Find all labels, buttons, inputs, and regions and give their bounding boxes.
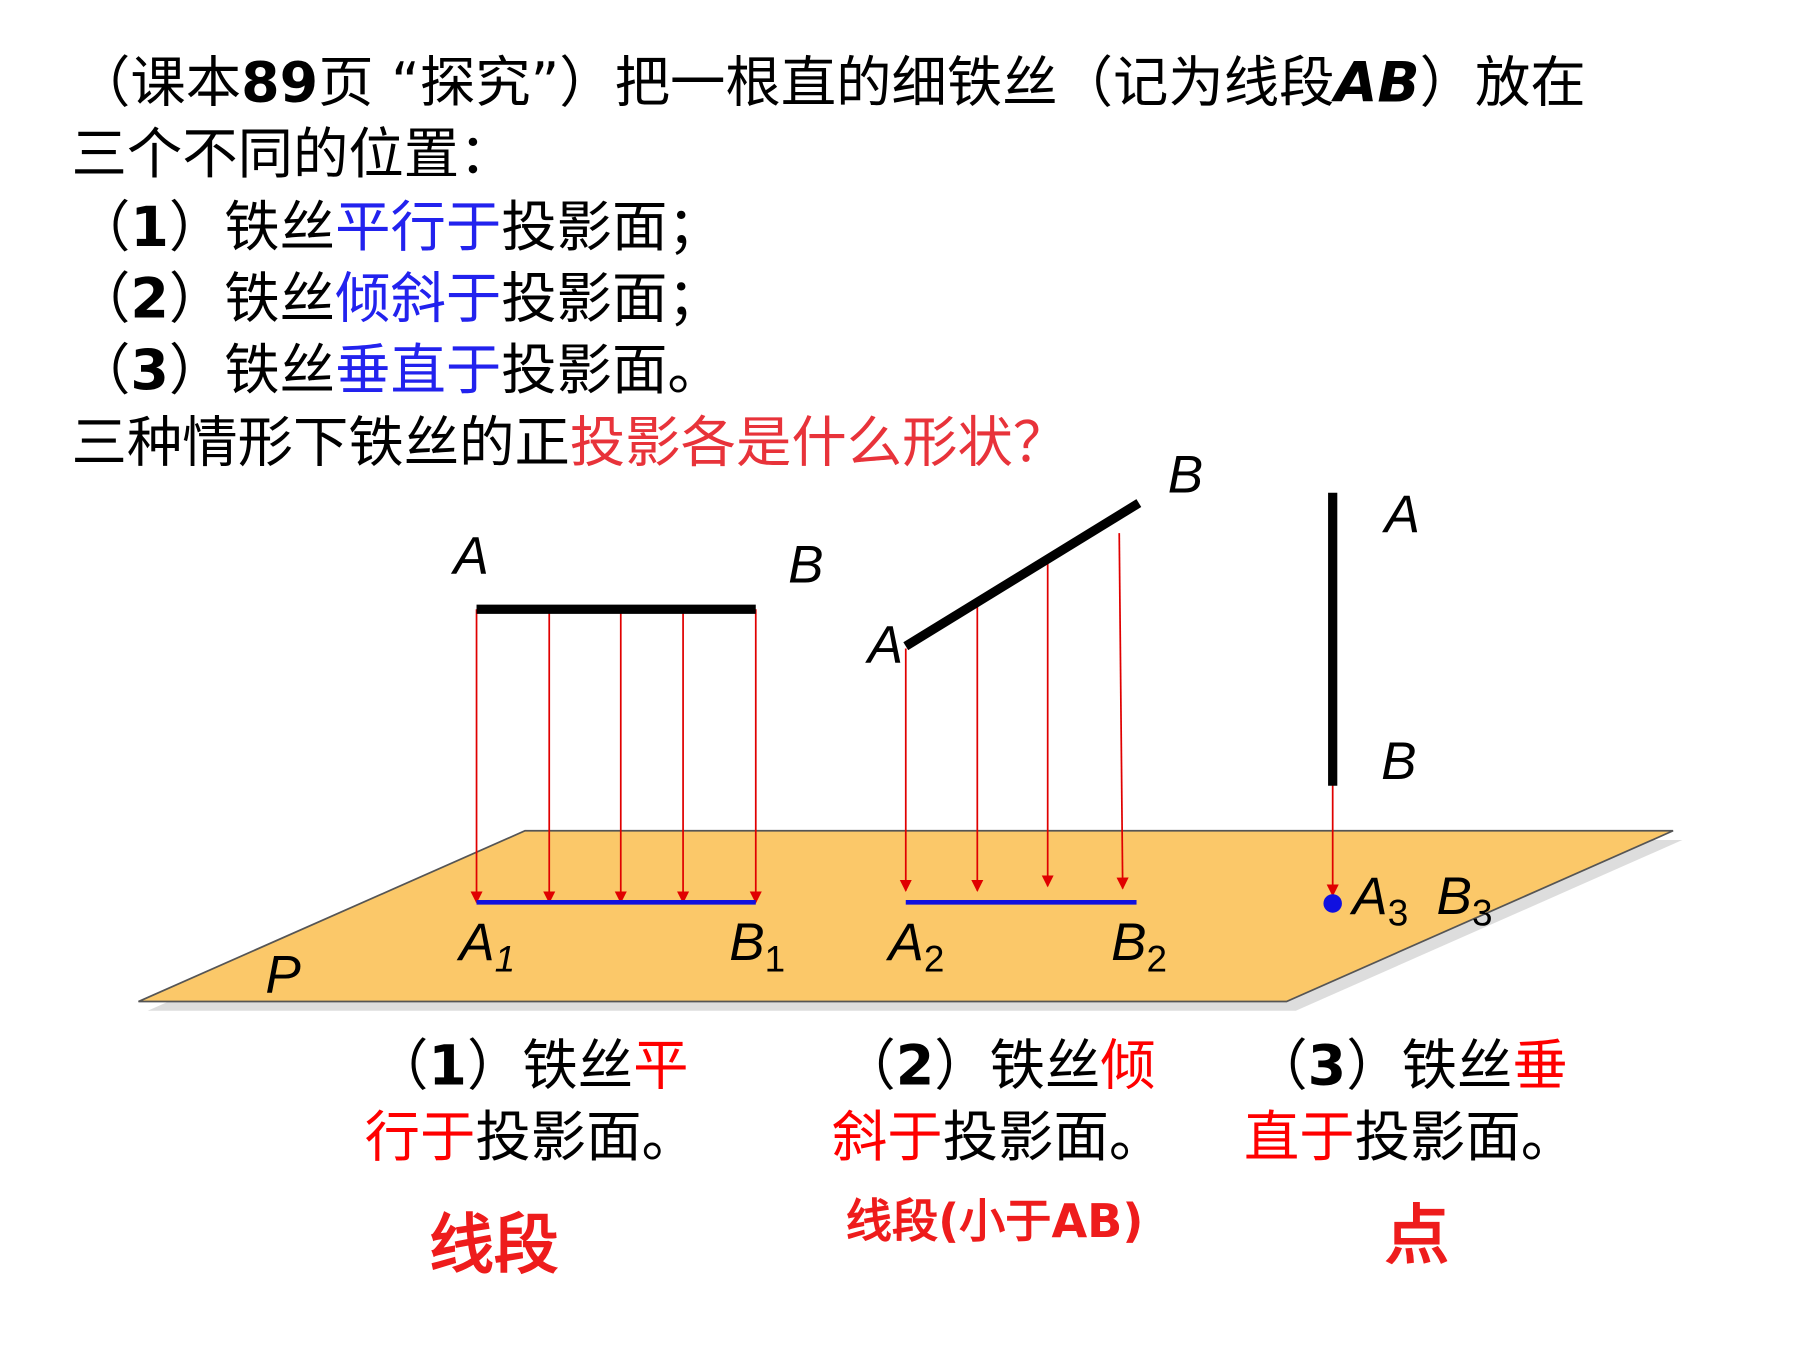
label-subscript: 3 (1472, 892, 1493, 933)
caption-line: （1）铁丝平 (373, 1035, 688, 1099)
text-segment: 投影面； (501, 267, 723, 331)
projection-rays (470, 533, 1339, 904)
point-label: B (1168, 446, 1203, 505)
text-segment: 2 (896, 1035, 935, 1099)
text-segment: 投影各是什么形状？ (570, 412, 1068, 476)
text-segment: （ (75, 267, 130, 331)
label-subscript: 1 (765, 939, 786, 980)
text-segment: 投影面； (501, 196, 723, 260)
point-label: A (1382, 485, 1420, 544)
text-segment: ）放在 (1420, 52, 1586, 116)
point-label: P (265, 945, 301, 1004)
text-segment: 1 (428, 1035, 467, 1099)
text-segment: 直于 (1244, 1106, 1355, 1170)
point-label: B (1381, 732, 1416, 791)
label-subscript: 3 (1388, 892, 1409, 933)
label-letter: A (865, 615, 903, 674)
point-projection (1323, 894, 1342, 913)
text-segment: 三个不同的位置： (72, 123, 515, 187)
label-subscript: 1 (495, 939, 516, 980)
label-letter: B (1111, 913, 1146, 972)
text-segment: 页 “探究”）把一根直的细铁丝（记为线段 (318, 52, 1334, 116)
point-label: A1 (456, 913, 515, 980)
text-segment: 2 (130, 267, 169, 331)
text-segment: （ (840, 1035, 895, 1099)
intro-line: （课本89页 “探究”）把一根直的细铁丝（记为线段AB）放在 (75, 52, 1586, 116)
text-segment: 三种情形下铁丝的正 (72, 412, 570, 476)
intro-line: 三种情形下铁丝的正投影各是什么形状？ (72, 412, 1069, 476)
label-subscript: 2 (924, 939, 945, 980)
label-letter: P (265, 945, 301, 1004)
text-segment: 投影面。 (1355, 1106, 1577, 1170)
text-segment: 行于 (365, 1106, 476, 1170)
text-segment: 89 (241, 52, 318, 116)
point-label: B3 (1437, 867, 1493, 934)
text-segment: 投影面。 (943, 1106, 1165, 1170)
text-segment: （课本 (75, 52, 241, 116)
label-letter: B (1381, 732, 1416, 791)
text-segment: ）铁丝 (934, 1035, 1100, 1099)
label-letter: B (1437, 867, 1472, 926)
text-segment: 垂直于 (335, 339, 501, 403)
text-segment: AB (1331, 52, 1420, 116)
label-letter: A (885, 913, 923, 972)
text-segment: ）铁丝 (169, 267, 335, 331)
caption-line: 斜于投影面。 (832, 1106, 1164, 1170)
text-segment: （ (373, 1035, 428, 1099)
projection-plane (138, 829, 1674, 1003)
intro-line: （2）铁丝倾斜于投影面； (75, 267, 723, 331)
text-segment: 3 (1308, 1035, 1347, 1099)
text-segment: （ (1252, 1035, 1307, 1099)
text-segment: 3 (130, 339, 169, 403)
text-segment: ）铁丝 (467, 1035, 633, 1099)
label-letter: B (729, 913, 764, 972)
text-segment: 平 (633, 1035, 688, 1099)
text-segment: ）铁丝 (1346, 1035, 1512, 1099)
label-letter: A (450, 526, 488, 585)
text-segment: 投影面。 (475, 1106, 697, 1170)
text-segment: ）铁丝 (169, 339, 335, 403)
point-label: A2 (885, 913, 944, 980)
text-segment: （ (75, 339, 130, 403)
caption-line: 直于投影面。 (1244, 1106, 1576, 1170)
caption-line: 行于投影面。 (365, 1106, 697, 1170)
point-label: A (865, 615, 903, 674)
intro-line: （1）铁丝平行于投影面； (75, 196, 723, 260)
text-segment: 垂 (1512, 1035, 1567, 1099)
text-segment: 斜于 (832, 1106, 943, 1170)
text-segment: ）铁丝 (169, 196, 335, 260)
answer: 线段 (429, 1208, 559, 1283)
text-segment: 倾 (1100, 1035, 1155, 1099)
answer: 线段(小于AB) (846, 1194, 1144, 1248)
point-label: A3 (1349, 867, 1408, 934)
wires (476, 492, 1338, 786)
text-segment: 1 (130, 196, 169, 260)
text-segment: 平行于 (335, 196, 501, 260)
text-segment: （ (75, 196, 130, 260)
label-letter: A (1382, 485, 1420, 544)
point-label: B (788, 536, 823, 595)
label-letter: B (1168, 446, 1203, 505)
intro-line: （3）铁丝垂直于投影面。 (75, 339, 723, 403)
label-letter: A (1349, 867, 1387, 926)
label-letter: B (788, 536, 823, 595)
caption-line: （2）铁丝倾 (840, 1035, 1155, 1099)
text-segment: 投影面。 (501, 339, 723, 403)
point-label: B2 (1111, 913, 1167, 980)
point-label: A (450, 526, 488, 585)
intro-line: 三个不同的位置： (72, 123, 515, 187)
label-letter: A (456, 913, 494, 972)
point-label: B1 (729, 913, 785, 980)
caption-line: （3）铁丝垂 (1252, 1035, 1567, 1099)
label-subscript: 2 (1147, 939, 1168, 980)
text-segment: 倾斜于 (335, 267, 501, 331)
answer: 点 (1385, 1199, 1450, 1274)
